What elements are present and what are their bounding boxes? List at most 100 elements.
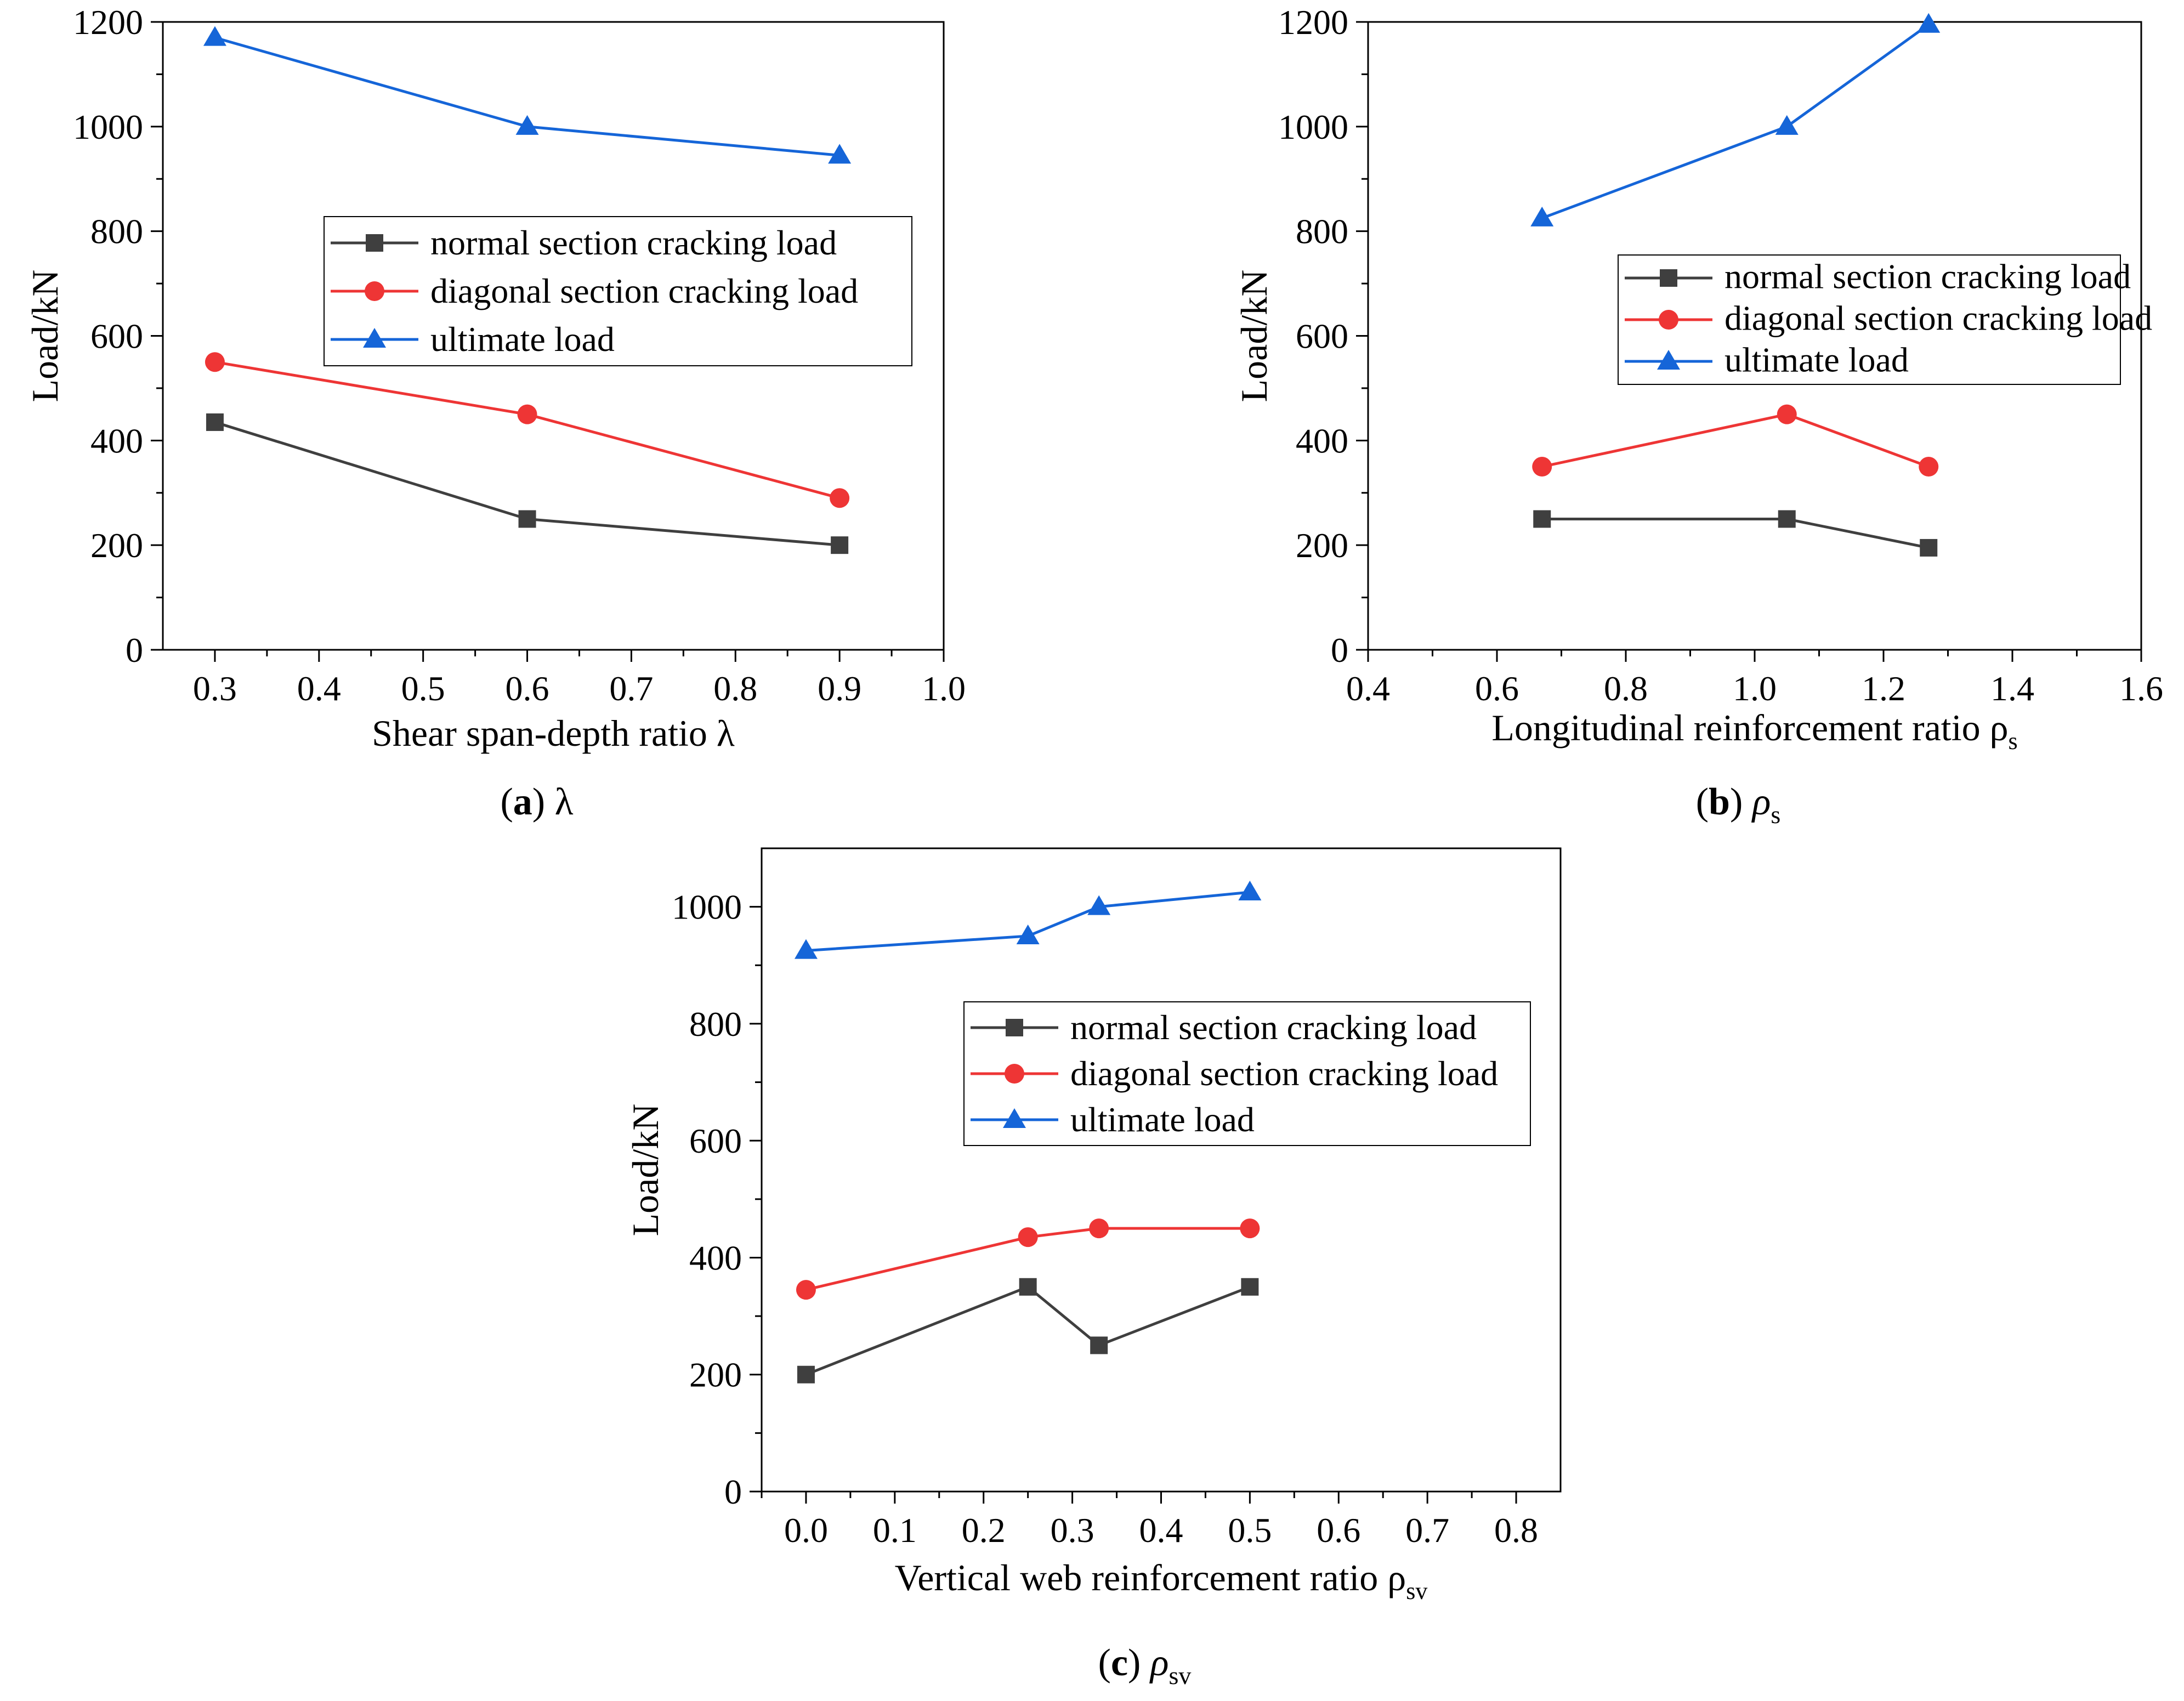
legend-marker-diagonal	[1005, 1064, 1024, 1084]
legend-label-ultimate: ultimate load	[1070, 1100, 1255, 1139]
y-tick-label: 200	[689, 1356, 742, 1394]
series-diagonal	[796, 1218, 1260, 1300]
y-tick-label: 800	[1296, 212, 1348, 251]
caption-b: (b) ρs	[1696, 781, 1781, 829]
y-tick-label: 200	[90, 526, 143, 565]
data-point-ultimate	[1087, 895, 1111, 915]
caption-letter: a	[513, 781, 532, 823]
legend-marker-diagonal	[365, 281, 384, 301]
y-tick-label: 200	[1296, 526, 1348, 565]
data-point-diagonal	[1919, 457, 1939, 477]
legend-label-normal: normal section cracking load	[430, 223, 837, 262]
data-point-normal	[1019, 1278, 1037, 1296]
x-axis-title-main: Shear span-depth ratio λ	[372, 712, 735, 754]
data-point-ultimate	[828, 144, 852, 164]
x-tick-label: 0.5	[1228, 1511, 1272, 1550]
series-diagonal	[1532, 404, 1939, 477]
y-tick-label: 600	[689, 1121, 742, 1160]
legend-label-normal: normal section cracking load	[1070, 1008, 1477, 1047]
y-tick-label: 1200	[1278, 3, 1348, 42]
data-point-diagonal	[205, 352, 225, 372]
legend-box	[324, 216, 912, 366]
data-point-ultimate	[1775, 115, 1799, 135]
y-axis-title: Load/kN	[24, 270, 66, 402]
y-tick-label: 400	[689, 1238, 742, 1277]
legend-marker-ultimate	[363, 328, 386, 348]
series-line-diagonal	[214, 360, 840, 500]
caption-symbol: ρ	[1751, 781, 1771, 823]
series-line-ultimate	[805, 891, 1250, 952]
data-point-ultimate	[794, 939, 818, 959]
data-point-normal	[206, 413, 224, 431]
y-tick-label: 0	[1331, 631, 1348, 670]
x-tick-label: 0.6	[1475, 669, 1519, 708]
x-axis-title-sub: sv	[1406, 1578, 1427, 1604]
caption-open: (	[1098, 1642, 1111, 1684]
y-tick-label: 0	[724, 1472, 742, 1511]
x-tick-label: 0.4	[297, 669, 341, 708]
x-tick-label: 0.0	[784, 1511, 828, 1550]
x-axis-title-main: Longitudinal reinforcement ratio ρ	[1491, 707, 2008, 749]
caption-symbol: λ	[555, 781, 574, 823]
legend-marker-normal	[1660, 269, 1677, 287]
x-tick-label: 0.8	[713, 669, 757, 708]
caption-letter: b	[1709, 781, 1730, 823]
series-normal	[206, 413, 849, 554]
series-line-ultimate	[214, 36, 840, 157]
y-tick-label: 1200	[73, 3, 143, 42]
x-tick-label: 0.2	[962, 1511, 1006, 1550]
data-point-ultimate	[515, 115, 539, 135]
data-point-diagonal	[830, 488, 850, 508]
data-point-normal	[1090, 1336, 1108, 1354]
data-point-ultimate	[1016, 924, 1040, 944]
legend-label-ultimate: ultimate load	[430, 320, 615, 359]
legend-box	[963, 1001, 1531, 1146]
series-line-ultimate	[1541, 23, 1930, 220]
y-tick-label: 1000	[73, 107, 143, 146]
caption-a: (a) λ	[500, 781, 573, 823]
y-axis-title: Load/kN	[1233, 270, 1275, 402]
x-axis-title-sub: s	[2009, 728, 2018, 755]
caption-symbol: ρ	[1149, 1642, 1169, 1684]
data-point-diagonal	[517, 404, 537, 424]
data-point-diagonal	[796, 1280, 816, 1300]
legend-marker-diagonal	[1659, 310, 1678, 330]
y-tick-label: 600	[90, 317, 143, 356]
caption-close: )	[532, 781, 555, 823]
x-tick-label: 0.7	[1405, 1511, 1449, 1550]
series-normal	[1533, 510, 1938, 557]
data-point-normal	[1920, 538, 1938, 557]
y-tick-label: 1000	[672, 888, 742, 927]
x-tick-label: 0.8	[1494, 1511, 1538, 1550]
legend-label-diagonal: diagonal section cracking load	[1724, 298, 2152, 337]
caption-c: (c) ρsv	[1098, 1642, 1192, 1689]
data-point-normal	[831, 536, 849, 554]
x-tick-label: 0.7	[609, 669, 653, 708]
series-ultimate	[1530, 13, 1941, 226]
y-tick-label: 400	[90, 421, 143, 460]
data-point-diagonal	[1089, 1218, 1109, 1239]
series-diagonal	[205, 352, 850, 508]
x-tick-label: 0.9	[818, 669, 861, 708]
data-point-normal	[1533, 510, 1551, 528]
chart-c: 0.0 0.1 0.2 0.3 0.4 0.5 0.6 0.7 0.8 0 200 400 600 800…	[625, 847, 1562, 1604]
caption-letter: c	[1111, 1642, 1128, 1684]
x-tick-label: 1.0	[922, 669, 966, 708]
legend-marker-normal	[1006, 1019, 1023, 1036]
y-tick-label: 1000	[1278, 107, 1348, 146]
caption-open: (	[500, 781, 513, 823]
caption-close: )	[1730, 781, 1752, 823]
legend-label-diagonal: diagonal section cracking load	[1070, 1054, 1498, 1093]
data-point-ultimate	[203, 26, 226, 46]
x-tick-label: 0.8	[1604, 669, 1648, 708]
y-axis-title: Load/kN	[625, 1104, 666, 1237]
caption-open: (	[1696, 781, 1709, 823]
x-tick-label: 0.1	[873, 1511, 917, 1550]
x-tick-label: 1.6	[2119, 669, 2163, 708]
y-tick-label: 0	[126, 631, 143, 670]
x-tick-label: 1.0	[1733, 669, 1777, 708]
legend-marker-ultimate	[1657, 350, 1680, 370]
data-point-ultimate	[1238, 880, 1262, 900]
series-ultimate	[794, 880, 1262, 959]
